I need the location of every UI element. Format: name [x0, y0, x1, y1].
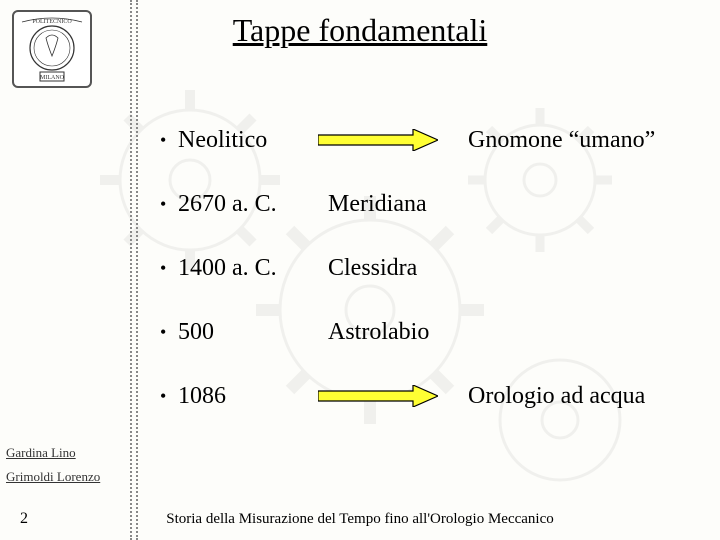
- invention-cell: Clessidra: [328, 255, 690, 282]
- invention-cell: Orologio ad acqua: [328, 383, 690, 410]
- bullet-icon: •: [160, 194, 178, 215]
- institution-logo: POLITECNICO MILANO: [12, 10, 92, 88]
- invention-label: Gnomone “umano”: [468, 127, 655, 154]
- list-item: •Neolitico Gnomone “umano”: [160, 108, 690, 172]
- period-label: 1086: [178, 383, 328, 410]
- invention-cell: Astrolabio: [328, 319, 690, 346]
- logo-top-text: POLITECNICO: [32, 19, 72, 25]
- page-number: 2: [20, 510, 28, 528]
- invention-cell: Gnomone “umano”: [328, 127, 690, 154]
- invention-label: Astrolabio: [328, 319, 429, 346]
- bullet-list: •NeoliticoGnomone “umano”•2670 a. C.Meri…: [160, 108, 690, 428]
- author-name: Grimoldi Lorenzo: [6, 465, 100, 490]
- invention-label: Meridiana: [328, 191, 427, 218]
- period-label: 500: [178, 319, 328, 346]
- authors-block: Gardina LinoGrimoldi Lorenzo: [6, 441, 100, 490]
- invention-label: Clessidra: [328, 255, 417, 282]
- bullet-icon: •: [160, 386, 178, 407]
- list-item: •1086 Orologio ad acqua: [160, 364, 690, 428]
- bullet-icon: •: [160, 258, 178, 279]
- logo-bottom-text: MILANO: [40, 75, 65, 81]
- list-item: •500Astrolabio: [160, 300, 690, 364]
- bullet-icon: •: [160, 322, 178, 343]
- invention-cell: Meridiana: [328, 191, 690, 218]
- period-label: 1400 a. C.: [178, 255, 328, 282]
- slide-title: Tappe fondamentali: [233, 12, 488, 49]
- arrow-icon: [318, 385, 448, 407]
- vertical-separator: [130, 0, 132, 540]
- bullet-icon: •: [160, 130, 178, 151]
- arrow-icon: [318, 129, 448, 151]
- footer-subtitle: Storia della Misurazione del Tempo fino …: [166, 511, 554, 528]
- period-label: Neolitico: [178, 127, 328, 154]
- list-item: •2670 a. C.Meridiana: [160, 172, 690, 236]
- list-item: •1400 a. C.Clessidra: [160, 236, 690, 300]
- author-name: Gardina Lino: [6, 441, 100, 466]
- period-label: 2670 a. C.: [178, 191, 328, 218]
- invention-label: Orologio ad acqua: [468, 383, 645, 410]
